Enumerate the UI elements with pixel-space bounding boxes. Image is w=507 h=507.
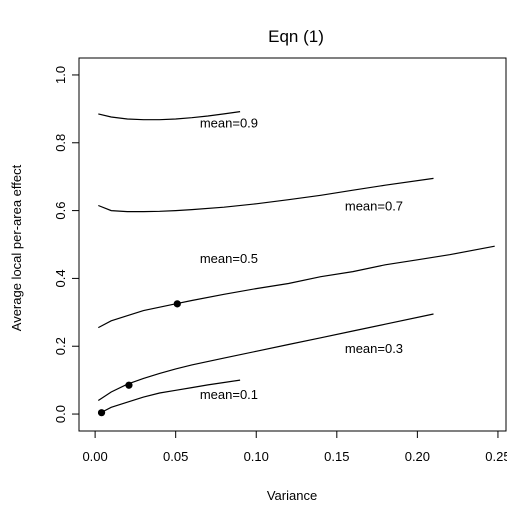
y-tick-label: 0.6 [53,202,68,220]
y-axis-label: Average local per-area effect [9,164,24,331]
x-tick-label: 0.05 [163,449,188,464]
data-point [173,300,181,308]
series-group [97,111,495,415]
annotations-group: mean=0.9 mean=0.7 mean=0.5 mean=0.3 mean=0.1 [200,116,403,402]
curve-annotation: mean=0.1 [200,387,258,402]
y-axis: 0.0 0.2 0.4 0.6 0.8 1.0 [53,66,79,423]
curve-annotation: mean=0.5 [200,251,258,266]
x-tick-label: 0.10 [244,449,269,464]
curve-annotation: mean=0.9 [200,116,258,131]
x-axis: 0.00 0.05 0.10 0.15 0.20 0.25 [82,431,507,464]
plot-frame [78,57,507,432]
y-tick-label: 0.2 [53,337,68,355]
series-line [98,111,241,121]
data-point [125,381,133,389]
points-group [97,300,181,417]
curve-annotation: mean=0.7 [345,199,403,214]
series-line [98,379,241,415]
x-tick-label: 0.00 [82,449,107,464]
series-line [97,313,434,402]
y-tick-label: 1.0 [53,66,68,84]
curve-annotation: mean=0.3 [345,341,403,356]
y-tick-label: 0.8 [53,134,68,152]
x-tick-label: 0.20 [405,449,430,464]
x-tick-label: 0.25 [485,449,507,464]
chart-title: Eqn (1) [268,27,324,46]
data-point [97,409,106,417]
x-axis-label: Variance [267,488,317,503]
x-tick-label: 0.15 [324,449,349,464]
series-line [98,245,495,329]
series-line [98,177,434,213]
y-tick-label: 0.0 [53,405,68,423]
y-tick-label: 0.4 [53,269,68,287]
